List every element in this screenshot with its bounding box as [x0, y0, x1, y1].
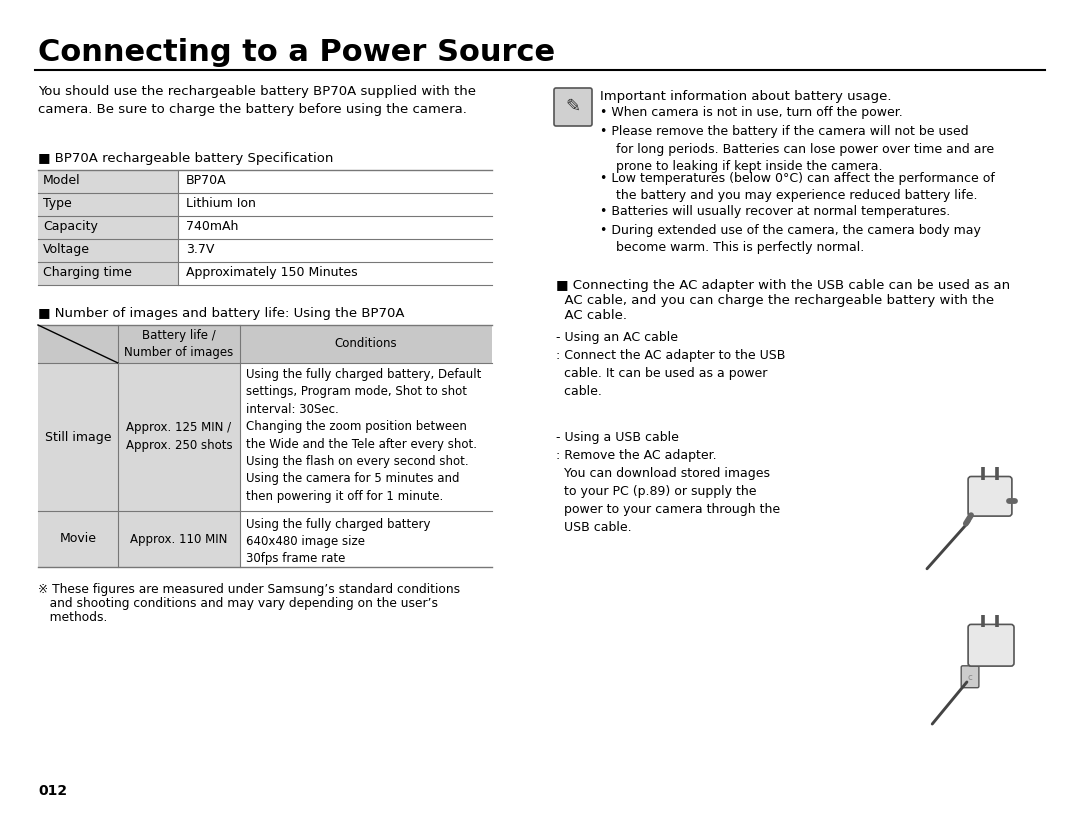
- Text: Voltage: Voltage: [43, 243, 90, 256]
- Text: ■ BP70A rechargeable battery Specification: ■ BP70A rechargeable battery Specificati…: [38, 152, 334, 165]
- Bar: [38, 262, 178, 285]
- Bar: [38, 363, 118, 511]
- Text: Capacity: Capacity: [43, 220, 98, 233]
- Text: - Using an AC cable
: Connect the AC adapter to the USB
  cable. It can be used : - Using an AC cable : Connect the AC ada…: [556, 331, 785, 398]
- Text: Important information about battery usage.: Important information about battery usag…: [600, 90, 891, 103]
- Text: ✎: ✎: [566, 98, 581, 116]
- Text: Model: Model: [43, 174, 81, 187]
- Text: • Please remove the battery if the camera will not be used
    for long periods.: • Please remove the battery if the camer…: [600, 125, 994, 173]
- Text: Approx. 125 MIN /
Approx. 250 shots: Approx. 125 MIN / Approx. 250 shots: [125, 421, 232, 452]
- Text: Using the fully charged battery
640x480 image size
30fps frame rate: Using the fully charged battery 640x480 …: [246, 518, 431, 565]
- Text: c: c: [968, 673, 972, 682]
- Bar: [38, 216, 178, 239]
- Text: Connecting to a Power Source: Connecting to a Power Source: [38, 38, 555, 67]
- Text: Movie: Movie: [59, 532, 96, 545]
- FancyBboxPatch shape: [968, 477, 1012, 516]
- Text: Type: Type: [43, 197, 71, 210]
- Text: 3.7V: 3.7V: [186, 243, 214, 256]
- Text: • During extended use of the camera, the camera body may
    become warm. This i: • During extended use of the camera, the…: [600, 224, 981, 254]
- Text: ■ Number of images and battery life: Using the BP70A: ■ Number of images and battery life: Usi…: [38, 307, 405, 320]
- Text: Charging time: Charging time: [43, 266, 132, 279]
- Text: Approx. 110 MIN: Approx. 110 MIN: [131, 532, 228, 545]
- Text: ■ Connecting the AC adapter with the USB cable can be used as an: ■ Connecting the AC adapter with the USB…: [556, 279, 1010, 292]
- Text: Lithium Ion: Lithium Ion: [186, 197, 256, 210]
- FancyBboxPatch shape: [554, 88, 592, 126]
- Bar: [118, 511, 240, 567]
- Text: BP70A: BP70A: [186, 174, 227, 187]
- Bar: [38, 193, 178, 216]
- Text: • When camera is not in use, turn off the power.: • When camera is not in use, turn off th…: [600, 106, 903, 119]
- Text: Conditions: Conditions: [335, 337, 397, 350]
- Text: methods.: methods.: [38, 611, 107, 624]
- Text: • Batteries will usually recover at normal temperatures.: • Batteries will usually recover at norm…: [600, 205, 950, 218]
- Text: Still image: Still image: [44, 430, 111, 443]
- Text: AC cable.: AC cable.: [556, 309, 627, 322]
- Text: AC cable, and you can charge the rechargeable battery with the: AC cable, and you can charge the recharg…: [556, 294, 994, 307]
- Text: ※ These figures are measured under Samsung’s standard conditions: ※ These figures are measured under Samsu…: [38, 583, 460, 596]
- Bar: [38, 325, 492, 363]
- FancyBboxPatch shape: [968, 624, 1014, 666]
- Bar: [38, 239, 178, 262]
- Bar: [38, 511, 118, 567]
- Text: • Low temperatures (below 0°C) can affect the performance of
    the battery and: • Low temperatures (below 0°C) can affec…: [600, 172, 995, 202]
- FancyBboxPatch shape: [961, 666, 978, 688]
- Text: Approximately 150 Minutes: Approximately 150 Minutes: [186, 266, 357, 279]
- Text: Using the fully charged battery, Default
settings, Program mode, Shot to shot
in: Using the fully charged battery, Default…: [246, 368, 482, 503]
- Bar: [38, 170, 178, 193]
- Text: and shooting conditions and may vary depending on the user’s: and shooting conditions and may vary dep…: [38, 597, 438, 610]
- Text: 012: 012: [38, 784, 67, 798]
- Text: 740mAh: 740mAh: [186, 220, 239, 233]
- Bar: [118, 363, 240, 511]
- Text: - Using a USB cable
: Remove the AC adapter.
  You can download stored images
  : - Using a USB cable : Remove the AC adap…: [556, 431, 780, 534]
- Text: Battery life /
Number of images: Battery life / Number of images: [124, 329, 233, 359]
- Text: You should use the rechargeable battery BP70A supplied with the
camera. Be sure : You should use the rechargeable battery …: [38, 85, 476, 116]
